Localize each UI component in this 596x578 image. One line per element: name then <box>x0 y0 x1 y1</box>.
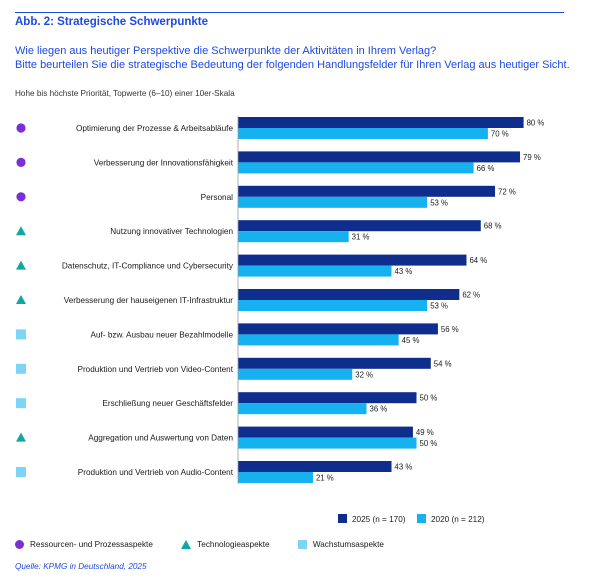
legend-swatch-2025 <box>338 514 347 523</box>
legend-technologie: Technologieaspekte <box>181 540 270 549</box>
category-label: Produktion und Vertrieb von Video-Conten… <box>77 365 233 374</box>
square-icon <box>297 540 307 549</box>
bar-2020 <box>238 368 353 380</box>
bar-2025 <box>238 151 521 163</box>
category-label: Verbesserung der Innovationsfähigkeit <box>94 158 234 167</box>
scale-note: Hohe bis höchste Priorität, Topwerte (6–… <box>15 89 235 98</box>
data-label: 68 % <box>484 222 502 231</box>
data-label: 53 % <box>430 198 448 207</box>
survey-question: Wie liegen aus heutiger Perspektive die … <box>15 44 590 72</box>
circle-icon <box>16 157 26 167</box>
bar-2025 <box>238 289 460 300</box>
bar-2025 <box>238 323 438 335</box>
bar-2025 <box>238 185 496 197</box>
data-label: 43 % <box>395 267 413 276</box>
category-label: Optimierung der Prozesse & Arbeitsabläuf… <box>76 124 233 133</box>
triangle-icon <box>16 260 26 270</box>
category-label: Aggregation und Auswertung von Daten <box>88 434 233 443</box>
bar-2020 <box>238 265 392 277</box>
data-label: 80 % <box>527 119 545 128</box>
data-label: 21 % <box>316 474 334 483</box>
data-label: 64 % <box>469 256 487 265</box>
data-label: 53 % <box>430 302 448 311</box>
legend-ressourcen-label: Ressourcen- und Prozessaspekte <box>30 540 153 549</box>
bar-2020 <box>238 300 428 311</box>
data-label: 36 % <box>370 405 388 414</box>
legend-ressourcen: Ressourcen- und Prozessaspekte <box>15 540 153 549</box>
bar-2025 <box>238 461 392 472</box>
circle-icon <box>16 192 26 202</box>
data-label: 31 % <box>352 233 370 242</box>
category-label: Verbesserung der hauseigenen IT-Infrastr… <box>64 296 234 305</box>
bar-2025 <box>238 220 481 232</box>
category-label: Produktion und Vertrieb von Audio-Conten… <box>78 468 234 477</box>
square-icon <box>16 467 26 477</box>
bar-2020 <box>238 196 428 208</box>
category-label: Datenschutz, IT-Compliance und Cybersecu… <box>62 262 234 271</box>
legend-label: 2025 (n = 170) <box>352 515 406 524</box>
data-label: 56 % <box>441 325 459 334</box>
category-label: Erschließung neuer Geschäftsfelder <box>102 399 233 408</box>
legend-wachstum-label: Wachstumsaspekte <box>312 540 384 549</box>
data-label: 70 % <box>491 130 509 139</box>
triangle-icon <box>16 295 26 304</box>
source-note: Quelle: KPMG in Deutschland, 2025 <box>15 562 147 571</box>
bar-2025 <box>238 392 417 404</box>
square-icon <box>16 398 26 409</box>
bar-2025 <box>238 426 413 438</box>
triangle-icon <box>16 226 26 236</box>
category-label: Auf- bzw. Ausbau neuer Bezahlmodelle <box>91 330 234 339</box>
category-label: Nutzung innovativer Technologien <box>110 227 233 236</box>
circle-icon <box>15 540 24 549</box>
square-icon <box>16 329 26 340</box>
legend-label: 2020 (n = 212) <box>431 515 485 524</box>
figure-title: Abb. 2: Strategische Schwerpunkte <box>15 16 208 28</box>
data-label: 62 % <box>462 291 480 300</box>
square-icon <box>16 363 26 374</box>
data-label: 50 % <box>420 439 438 448</box>
legend-wachstum: Wachstumsaspekte <box>297 540 384 549</box>
category-legend: Ressourcen- und Prozessaspekte Technolog… <box>15 540 410 551</box>
legend-swatch-2020 <box>417 514 426 523</box>
bar-2020 <box>238 231 349 243</box>
bar-2020 <box>238 128 488 139</box>
data-label: 43 % <box>395 463 413 472</box>
data-label: 49 % <box>416 428 434 437</box>
bar-2020 <box>238 472 313 483</box>
data-label: 32 % <box>355 370 373 379</box>
bar-2020 <box>238 437 417 449</box>
bar-2025 <box>238 357 431 369</box>
data-label: 66 % <box>477 164 495 173</box>
bar-2025 <box>238 254 467 266</box>
bar-2025 <box>238 117 524 128</box>
circle-icon <box>16 123 26 133</box>
triangle-icon <box>181 540 192 549</box>
bar-2020 <box>238 334 399 346</box>
data-label: 72 % <box>498 187 516 196</box>
question-line-2: Bitte beurteilen Sie die strategische Be… <box>15 59 570 71</box>
triangle-icon <box>16 432 26 442</box>
data-label: 79 % <box>523 153 541 162</box>
question-line-1: Wie liegen aus heutiger Perspektive die … <box>15 45 437 57</box>
category-label: Personal <box>201 193 233 202</box>
data-label: 45 % <box>402 336 420 345</box>
data-label: 54 % <box>434 359 452 368</box>
bar-2020 <box>238 403 367 415</box>
data-label: 50 % <box>420 394 438 403</box>
legend-technologie-label: Technologieaspekte <box>197 540 270 549</box>
header-rule <box>15 12 564 13</box>
bar-2020 <box>238 162 474 174</box>
